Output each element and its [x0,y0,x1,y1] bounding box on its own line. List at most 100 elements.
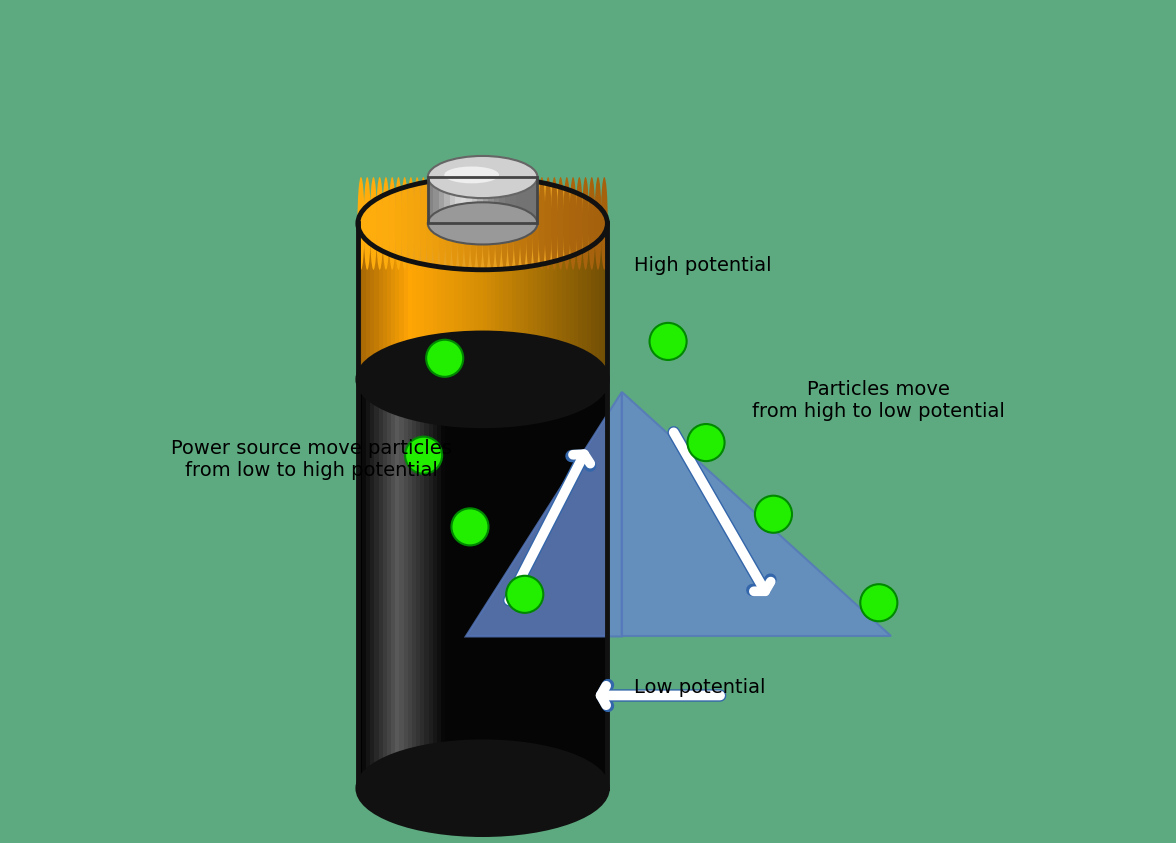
Bar [449,379,454,788]
Ellipse shape [433,177,440,270]
Ellipse shape [358,333,607,426]
Bar [488,177,494,223]
Bar [374,223,379,379]
Bar [462,379,466,788]
Bar [425,379,428,788]
Bar [412,379,416,788]
Ellipse shape [414,177,421,270]
Bar [428,177,537,223]
Ellipse shape [507,177,514,270]
Bar [574,379,579,788]
Bar [383,379,387,788]
Ellipse shape [514,177,521,270]
Ellipse shape [420,177,427,270]
Bar [603,379,607,788]
Bar [400,223,403,379]
Bar [403,379,408,788]
Bar [392,223,395,379]
Circle shape [755,496,791,533]
Bar [379,223,383,379]
Bar [570,379,574,788]
Bar [387,223,392,379]
Ellipse shape [376,177,383,270]
Bar [474,379,479,788]
Text: High potential: High potential [634,256,771,275]
Bar [412,223,416,379]
Ellipse shape [550,177,557,270]
Bar [436,223,441,379]
Ellipse shape [370,177,377,270]
Bar [503,379,508,788]
Bar [470,223,474,379]
Bar [544,379,549,788]
Bar [358,379,607,788]
Ellipse shape [532,177,539,270]
Ellipse shape [569,177,576,270]
Ellipse shape [563,177,570,270]
Ellipse shape [476,177,483,270]
Bar [562,223,566,379]
Bar [439,177,445,223]
Bar [470,379,474,788]
Bar [527,177,532,223]
Bar [579,223,582,379]
Bar [441,223,446,379]
Bar [536,223,541,379]
Bar [490,223,495,379]
Polygon shape [622,392,891,636]
Bar [466,177,472,223]
Ellipse shape [395,177,402,270]
Polygon shape [466,392,622,636]
Bar [579,379,582,788]
Ellipse shape [601,177,608,270]
Text: Power source move particles
from low to high potential: Power source move particles from low to … [171,439,452,480]
Bar [428,177,433,223]
Bar [461,177,466,223]
Bar [370,379,374,788]
Ellipse shape [382,177,389,270]
Ellipse shape [495,177,502,270]
Bar [500,223,503,379]
Bar [528,379,533,788]
Ellipse shape [520,177,527,270]
Ellipse shape [445,167,499,184]
Bar [482,379,487,788]
Bar [449,223,454,379]
Bar [524,379,528,788]
Circle shape [452,508,488,545]
Ellipse shape [428,202,537,244]
Bar [482,177,488,223]
Ellipse shape [457,177,465,270]
Bar [566,379,570,788]
Bar [516,223,520,379]
Bar [482,223,487,379]
Bar [508,379,512,788]
Bar [490,379,495,788]
Bar [566,223,570,379]
Bar [383,223,387,379]
Bar [433,379,436,788]
Bar [503,223,508,379]
Bar [379,379,383,788]
Bar [362,223,366,379]
Bar [524,223,528,379]
Bar [358,223,607,379]
Bar [466,223,470,379]
Bar [374,379,379,788]
Ellipse shape [588,177,595,270]
Ellipse shape [426,177,433,270]
Bar [541,379,544,788]
Circle shape [506,576,543,613]
Bar [466,379,470,788]
Bar [516,379,520,788]
Bar [425,223,428,379]
Bar [603,223,607,379]
Bar [599,379,603,788]
Bar [462,223,466,379]
Bar [428,223,433,379]
Ellipse shape [428,156,537,198]
Bar [446,379,449,788]
Bar [533,223,536,379]
Bar [474,223,479,379]
Ellipse shape [539,177,546,270]
